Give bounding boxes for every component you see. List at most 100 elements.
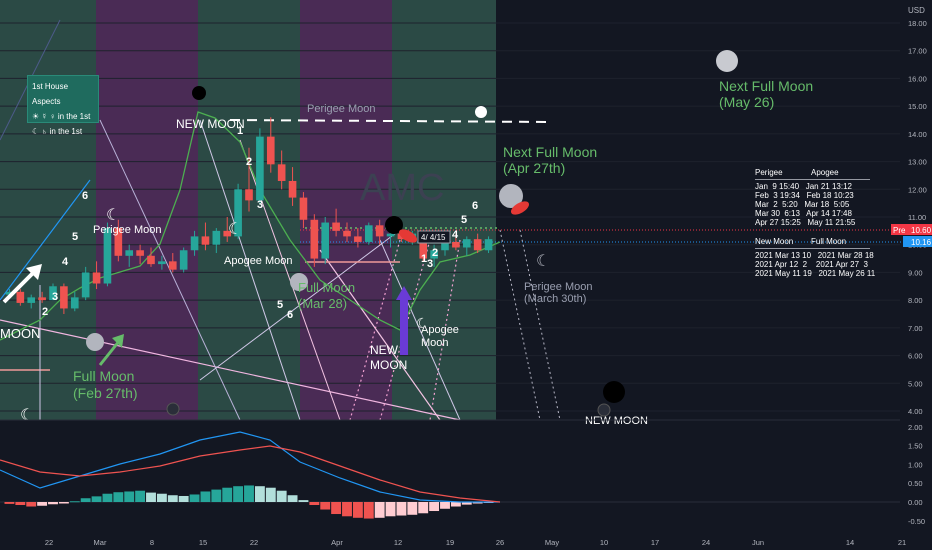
green-trend-line [0,111,501,341]
band-purple-2 [300,0,392,420]
green-arrow-icon [98,334,124,366]
macd-bar [342,502,352,517]
new-moon-label-left: MOON [0,326,40,341]
macd-bar [418,502,429,514]
macd-bar [189,494,200,502]
time-axis[interactable]: 22 Mar 8 15 22 Apr 12 19 26 May 10 17 24 Jun 14 21 [45,538,906,547]
next-full-moon-apr-label: Next Full Moon (Apr 27th) [503,144,597,176]
perigee-apogee-row: Mar 2 5:20 Mar 18 5:05 [755,200,850,209]
macd-bar [124,491,135,502]
earnings-marker-2 [597,403,611,417]
band-teal-3 [392,0,496,420]
macd-bar [200,491,211,502]
apogee-moon-label-2: Apogee Moon [421,324,459,349]
next-full-moon-may-label: Next Full Moon (May 26) [719,78,813,110]
macd-line [0,431,500,503]
candle [190,230,199,256]
macd-bar [450,502,461,507]
candle [473,233,482,254]
x-tick-label: 24 [702,538,710,547]
y-tick-label: 9.00 [908,268,923,277]
macd-bar [91,496,102,502]
ticker-box-label: 4/ 4/15 [421,233,446,242]
candle [136,244,144,265]
y-tick-label: 4.00 [908,407,923,416]
macd-bar [146,492,156,502]
perigee-moon-label-2: Perigee Moon (March 30th) [524,281,593,305]
candle [288,167,297,206]
price-axis[interactable]: 4.005.006.007.008.009.0010.0011.0012.001… [908,19,927,416]
macd-axis[interactable]: -0.50 0.00 0.50 1.00 1.50 2.00 [908,423,925,526]
y-tick-label: 17.00 [908,47,927,56]
y-tick-label: 8.00 [908,296,923,305]
moon-phase-row: 2021 Mar 13 10 2021 Mar 28 18 [755,251,874,260]
svg-text:NEW: NEW [370,343,399,357]
gridlines [0,22,900,412]
house-aspects-line-1: ☀ ☿ ♀ in the 1st [32,112,91,121]
macd-bar [156,493,167,502]
x-tick-label: May [545,538,559,547]
candle [462,236,471,256]
candle [321,217,330,265]
candlestick-series [5,117,493,314]
candle [354,228,362,248]
crescent-icon-2: ☾ [228,219,242,238]
svg-text:Pre: Pre [893,226,906,235]
svg-text:3: 3 [257,199,263,211]
candle [168,253,177,273]
new-moon-label-3: NEW MOON [585,415,648,427]
perigee-apogee-row: Mar 30 6:13 Apr 14 17:48 [755,209,852,218]
new-moon-header: New Moon [755,237,794,246]
macd-pane [0,485,900,519]
svg-text:Perigee Moon: Perigee Moon [524,281,593,293]
macd-bar [102,493,113,502]
macd-bar [276,490,287,502]
svg-text:Moon: Moon [421,337,449,349]
svg-text:1: 1 [421,253,427,265]
candle [484,236,493,254]
new-moon-marker-2 [385,216,403,234]
macd-bar [287,495,298,502]
moon-phase-row: 2021 May 11 19 2021 May 26 11 [755,269,876,278]
macd-bar [254,486,265,502]
svg-text:2: 2 [42,306,48,318]
svg-text:Next Full Moon: Next Full Moon [503,144,597,160]
candle [60,283,68,314]
macd-bar [113,492,124,502]
perigee-apogee-row: Feb 3 19:34 Feb 18 10:23 [755,191,854,200]
x-tick-label: 19 [446,538,454,547]
svg-text:5: 5 [277,299,283,311]
macd-bar [331,502,342,515]
macd-bar [472,502,483,504]
x-tick-label: 22 [250,538,258,547]
macd-tick-label: 1.00 [908,460,923,469]
macd-bar [233,486,244,502]
candle [332,208,340,237]
macd-bar [363,502,374,519]
perigee-apogee-table: Perigee Apogee Jan 9 15:40 Jan 21 13:12 F… [755,168,876,278]
candle [81,266,90,301]
currency-label: USD [908,6,925,15]
new-moon-marker-1 [192,86,206,100]
macd-bar [37,502,48,506]
x-tick-label: 12 [394,538,402,547]
macd-bar [211,489,222,502]
table-divider [755,179,870,180]
svg-text:2: 2 [432,247,438,259]
macd-tick-label: 0.50 [908,479,923,488]
white-arrow-icon [2,264,42,304]
x-tick-label: 14 [846,538,854,547]
y-tick-label: 7.00 [908,324,923,333]
candle [223,217,232,242]
candle [375,219,384,245]
rocket-icon-2 [510,201,530,215]
svg-text:5: 5 [461,214,467,226]
x-tick-label: 8 [150,538,154,547]
candle [452,233,460,251]
price-tag-current: 10.16 [903,236,932,247]
candle [92,261,101,290]
x-tick-label: Apr [331,538,343,547]
y-tick-label: 11.00 [908,213,926,222]
y-tick-label: 18.00 [908,19,927,28]
